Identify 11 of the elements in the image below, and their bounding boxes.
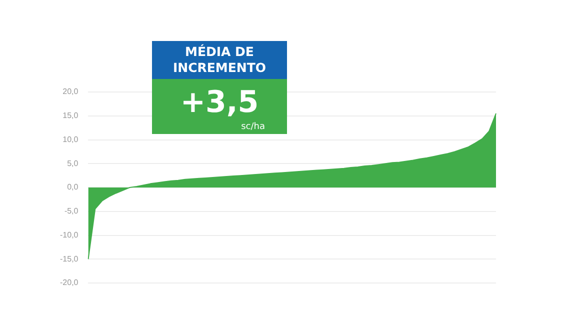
y-tick-label: 15,0 <box>62 111 79 120</box>
y-tick-label: -5,0 <box>64 206 79 216</box>
y-tick-label: -10,0 <box>60 230 79 240</box>
y-tick-label: 10,0 <box>62 134 79 144</box>
y-tick-label: 5,0 <box>67 158 79 168</box>
y-tick-label: 20,0 <box>62 87 79 96</box>
y-tick-label: 0,0 <box>67 182 79 192</box>
y-tick-label: -20,0 <box>60 278 79 288</box>
annotation: sc/ha <box>241 122 265 132</box>
y-tick-label: -15,0 <box>60 254 79 264</box>
annotation: +3,5 <box>180 85 259 120</box>
